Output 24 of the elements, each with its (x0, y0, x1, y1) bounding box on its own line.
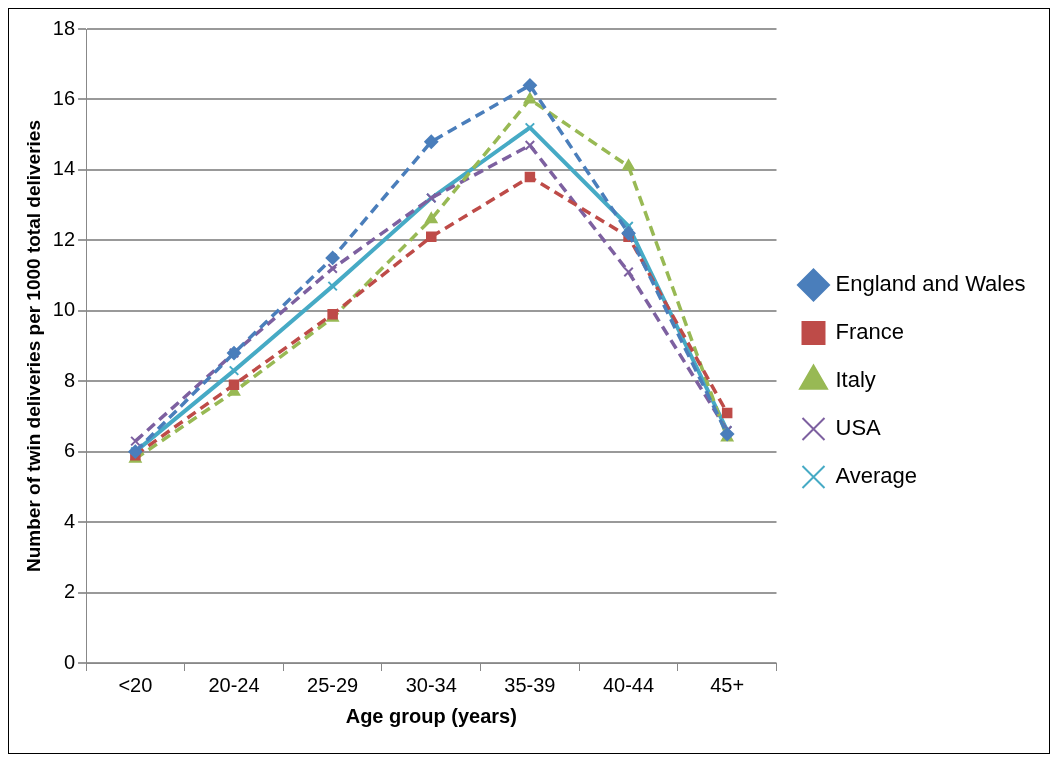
y-tick-label: 2 (63, 580, 76, 603)
legend-label: England and Wales (835, 271, 1026, 297)
x-tick-label: 30-34 (405, 673, 457, 696)
x-tick-label: 35-39 (504, 673, 556, 696)
y-tick-label: 6 (63, 439, 76, 462)
x-tick-label: <20 (118, 673, 153, 696)
y-tick-label: 18 (52, 16, 76, 39)
y-tick-label: 12 (52, 227, 76, 250)
legend-label: Italy (835, 367, 876, 393)
y-axis-title: Number of twin deliveries per 1000 total deliveries (22, 120, 44, 572)
y-tick-label: 14 (52, 157, 76, 180)
x-tick-label: 45+ (710, 673, 745, 696)
y-tick-label: 16 (52, 86, 76, 109)
y-tick-label: 4 (63, 509, 76, 532)
x-axis-title: Age group (years) (345, 704, 517, 727)
legend-label: France (835, 319, 904, 345)
x-tick-label: 40-44 (602, 673, 655, 696)
y-tick-label: 10 (52, 298, 76, 321)
x-tick-label: 20-24 (208, 673, 260, 696)
x-tick-label: 25-29 (307, 673, 359, 696)
y-tick-label: 8 (63, 368, 76, 391)
y-tick-label: 0 (63, 650, 76, 673)
legend-label: USA (835, 415, 882, 441)
legend-label: Average (835, 463, 918, 489)
